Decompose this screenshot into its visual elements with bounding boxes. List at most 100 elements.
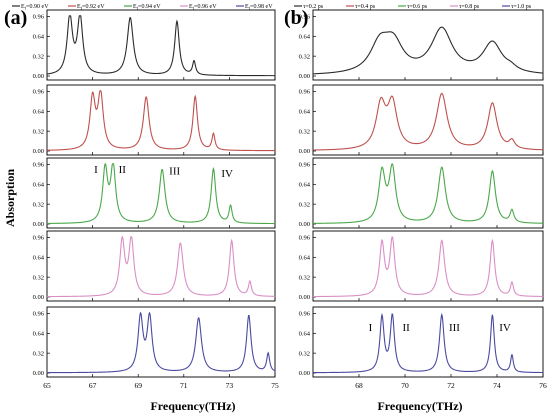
x-tick-label: 76 [539, 381, 547, 390]
y-tick-label: 0.32 [299, 53, 310, 60]
subplot-frame [312, 306, 544, 378]
x-tick-label: 70 [401, 381, 409, 390]
y-tick-label: 0.64 [33, 34, 45, 41]
y-axis-title-a: Absorption [3, 169, 17, 227]
y-tick-label: 0.32 [33, 53, 44, 60]
subplot-frame [46, 306, 276, 378]
peak-annotation: III [169, 165, 180, 177]
subplot-b-0: 0.00 0.32 0.64 0.96 [299, 9, 544, 81]
y-tick-label: 0.96 [33, 235, 45, 242]
subplot-b-3: 0.00 0.32 0.64 0.96 [299, 230, 544, 302]
y-tick-label: 0.96 [299, 235, 311, 242]
subplot-frame [312, 157, 544, 229]
y-tick-label: 0.64 [33, 109, 45, 116]
x-tick-label: 65 [43, 381, 51, 390]
subplot-frame [46, 230, 276, 302]
x-axis-title-a: Frequency(THz) [150, 399, 235, 413]
subplot-b-2: 0.00 0.32 0.64 0.96 [299, 157, 544, 229]
legend-a: Ef=0.90 eV Ef=0.92 eV Ef=0.94 eV Ef=0.96 eV… [12, 4, 273, 11]
y-tick-label: 0.64 [33, 182, 45, 189]
legend-entry-b-3: τ=0.8 ps [450, 4, 480, 10]
y-tick-label: 0.32 [33, 128, 44, 135]
series-line-b-1 [313, 92, 544, 151]
legend-label: τ=1.0 ps [511, 4, 532, 10]
figure-b: (b) τ=0.2 ps τ=0.4 ps τ=0.6 ps τ=0.8 ps τ=1.… [284, 4, 547, 413]
y-tick-label: 0.96 [299, 14, 311, 21]
legend-label: Ef=0.90 eV [21, 4, 49, 11]
y-tick-label: 0.64 [299, 255, 311, 262]
y-tick-label: 0.32 [299, 201, 310, 208]
y-tick-label: 0.64 [299, 34, 311, 41]
y-tick-label: 0.96 [33, 311, 45, 318]
series-line-a-4 [47, 311, 276, 374]
subplot-frame [46, 84, 276, 156]
subplot-a-0: 0.00 0.32 0.64 0.96 [33, 9, 276, 81]
figure-a: (a) Ef=0.90 eV Ef=0.92 eV Ef=0.94 eV Ef=0.9… [3, 4, 279, 413]
peak-annotation: I [94, 164, 98, 176]
y-tick-label: 0.64 [33, 255, 45, 262]
panel-label-b: (b) [284, 7, 308, 29]
subplot-a-4: 0.00 0.32 0.64 0.96 [33, 306, 276, 378]
y-tick-label: 0.96 [33, 162, 45, 169]
x-tick-labels-a: 65 67 69 71 73 75 [43, 381, 279, 390]
series-line-a-0 [46, 15, 275, 77]
peak-annotation: IV [221, 168, 233, 180]
subplots-a: 0.00 0.32 0.64 0.96 0.00 0.32 0.64 0.96 0.00 0.32… [33, 9, 276, 378]
y-tick-label: 0.00 [33, 73, 44, 80]
x-tick-label: 71 [180, 381, 188, 390]
subplot-b-1: 0.00 0.32 0.64 0.96 [299, 84, 544, 156]
legend-label: Ef=0.96 eV [189, 4, 217, 11]
legend-entry-a-4: Ef=0.98 eV [236, 4, 273, 11]
series-line-a-3 [47, 235, 276, 298]
y-tick-label: 0.00 [299, 73, 310, 80]
panel-label-a: (a) [4, 7, 27, 29]
y-tick-label: 0.32 [33, 274, 44, 281]
legend-label: Ef=0.98 eV [245, 4, 273, 11]
y-tick-label: 0.96 [299, 162, 311, 169]
legend-entry-a-1: Ef=0.92 eV [68, 4, 105, 11]
series-line-a-2 [46, 163, 275, 225]
subplot-frame [46, 9, 276, 81]
subplots-b: 0.00 0.32 0.64 0.96 0.00 0.32 0.64 0.96 0.00 0.32… [299, 9, 544, 378]
subplot-frame [46, 157, 276, 229]
y-tick-label: 0.96 [299, 89, 311, 96]
peak-annotation: III [449, 322, 460, 334]
y-tick-label: 0.00 [299, 370, 310, 377]
legend-label: τ=0.6 ps [407, 4, 428, 10]
y-tick-label: 0.64 [33, 331, 45, 338]
legend-entry-a-3: Ef=0.96 eV [180, 4, 217, 11]
y-tick-label: 0.32 [33, 201, 44, 208]
legend-label: τ=0.4 ps [355, 4, 376, 10]
x-tick-label: 72 [447, 381, 455, 390]
subplot-a-2: 0.000.320.640.96 I II III IV [33, 157, 276, 229]
subplot-b-4: 0.000.320.640.96I II III IV [299, 306, 544, 378]
y-tick-label: 0.96 [299, 311, 311, 318]
y-tick-label: 0.64 [299, 182, 311, 189]
legend-entry-b-1: τ=0.4 ps [346, 4, 376, 10]
y-tick-label: 0.00 [299, 294, 310, 301]
y-tick-label: 0.00 [33, 294, 44, 301]
x-axis-title-b: Frequency(THz) [377, 399, 462, 413]
legend-label: Ef=0.94 eV [133, 4, 161, 11]
y-tick-label: 0.00 [33, 370, 44, 377]
legend-label: τ=0.8 ps [459, 4, 480, 10]
y-tick-label: 0.96 [33, 14, 45, 21]
y-tick-label: 0.00 [33, 148, 44, 155]
y-tick-label: 0.32 [33, 350, 44, 357]
x-tick-label: 73 [226, 381, 234, 390]
y-tick-label: 0.32 [299, 274, 310, 281]
subplot-frame [312, 230, 544, 302]
peak-annotation: I [369, 322, 373, 334]
legend-b: τ=0.2 ps τ=0.4 ps τ=0.6 ps τ=0.8 ps τ=1.0 ps [294, 4, 532, 10]
legend-entry-a-0: Ef=0.90 eV [12, 4, 49, 11]
y-tick-label: 0.00 [33, 221, 44, 228]
series-line-b-3 [313, 236, 543, 298]
x-tick-label: 69 [134, 381, 142, 390]
y-tick-label: 0.00 [299, 221, 310, 228]
series-line-b-4 [312, 312, 543, 374]
y-tick-label: 0.32 [299, 350, 310, 357]
series-line-b-2 [312, 163, 544, 224]
x-tick-label: 74 [493, 381, 501, 390]
peak-annotation: IV [499, 322, 511, 334]
legend-entry-b-4: τ=1.0 ps [502, 4, 532, 10]
